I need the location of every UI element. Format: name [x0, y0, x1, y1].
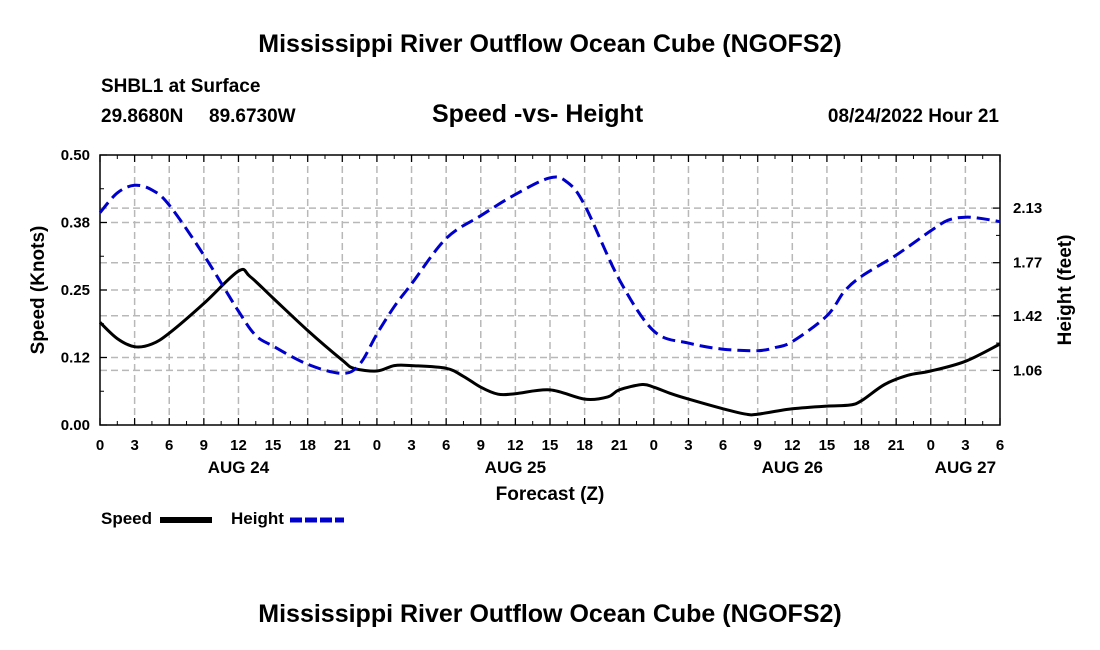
x-tick-label: 21 [334, 437, 351, 454]
x-tick-label: 3 [407, 437, 415, 454]
x-tick-label: 6 [996, 437, 1004, 454]
station-latitude: 29.8680N [101, 106, 184, 127]
y-left-tick-label: 0.25 [61, 282, 90, 299]
x-tick-label: 15 [542, 437, 559, 454]
x-tick-label: 6 [719, 437, 727, 454]
x-tick-label: 9 [200, 437, 208, 454]
y-left-tick-label: 0.12 [61, 350, 90, 367]
legend-height-label: Height [231, 509, 284, 528]
speed-height-chart: 0 3 6 9 12 15 18 21 0 3 6 9 12 15 18 21 0 3 6 9 12 15 18 21 0 3 6 0… [28, 147, 1076, 505]
main-title: Mississippi River Outflow Ocean Cube (NG… [258, 30, 842, 58]
y-left-tick-label: 0.50 [61, 147, 90, 164]
x-tick-label: 9 [477, 437, 485, 454]
x-tick-label: 18 [853, 437, 870, 454]
legend-height-swatch [290, 517, 344, 523]
series-line-height [98, 175, 1001, 375]
x-tick-label: 3 [961, 437, 969, 454]
y-right-tick-label: 1.77 [1013, 255, 1042, 272]
x-tick-label: 18 [299, 437, 316, 454]
x-date-label: AUG 26 [762, 458, 823, 477]
y-right-axis-title: Height (feet) [1055, 235, 1076, 346]
x-tick-label: 3 [684, 437, 692, 454]
x-tick-label: 15 [819, 437, 836, 454]
x-tick-label: 0 [373, 437, 381, 454]
y-right-tick-label: 1.42 [1013, 308, 1042, 325]
x-tick-label: 9 [754, 437, 762, 454]
x-tick-label: 21 [888, 437, 905, 454]
x-tick-label: 18 [576, 437, 593, 454]
x-tick-label: 3 [130, 437, 138, 454]
x-tick-label: 0 [96, 437, 104, 454]
x-date-label: AUG 24 [208, 458, 270, 477]
station-longitude: 89.6730W [209, 106, 296, 127]
x-tick-label: 12 [784, 437, 801, 454]
y-right-tick-label: 2.13 [1013, 200, 1042, 217]
y-left-tick-label: 0.38 [61, 215, 90, 232]
legend-speed-swatch [160, 517, 212, 523]
footer-title: Mississippi River Outflow Ocean Cube (NG… [258, 600, 842, 628]
x-tick-label: 0 [927, 437, 935, 454]
legend-speed-label: Speed [101, 509, 153, 528]
x-tick-label: 0 [650, 437, 658, 454]
x-tick-label: 6 [442, 437, 450, 454]
x-date-label: AUG 25 [485, 458, 546, 477]
plot-frame [99, 154, 1001, 426]
x-tick-label: 15 [265, 437, 282, 454]
x-date-label: AUG 27 [935, 458, 996, 477]
y-right-tick-label: 1.06 [1013, 362, 1042, 379]
station-name: SHBL1 at Surface [101, 76, 261, 97]
x-tick-label: 6 [165, 437, 173, 454]
chart-title: Speed -vs- Height [432, 100, 644, 128]
run-time: 08/24/2022 Hour 21 [827, 106, 999, 127]
series-line-speed [98, 267, 1001, 417]
y-left-tick-label: 0.00 [61, 417, 90, 434]
x-axis-title: Forecast (Z) [496, 484, 605, 505]
x-tick-label: 12 [507, 437, 524, 454]
y-left-axis-title: Speed (Knots) [28, 226, 49, 355]
x-tick-label: 12 [230, 437, 247, 454]
x-tick-label: 21 [611, 437, 628, 454]
